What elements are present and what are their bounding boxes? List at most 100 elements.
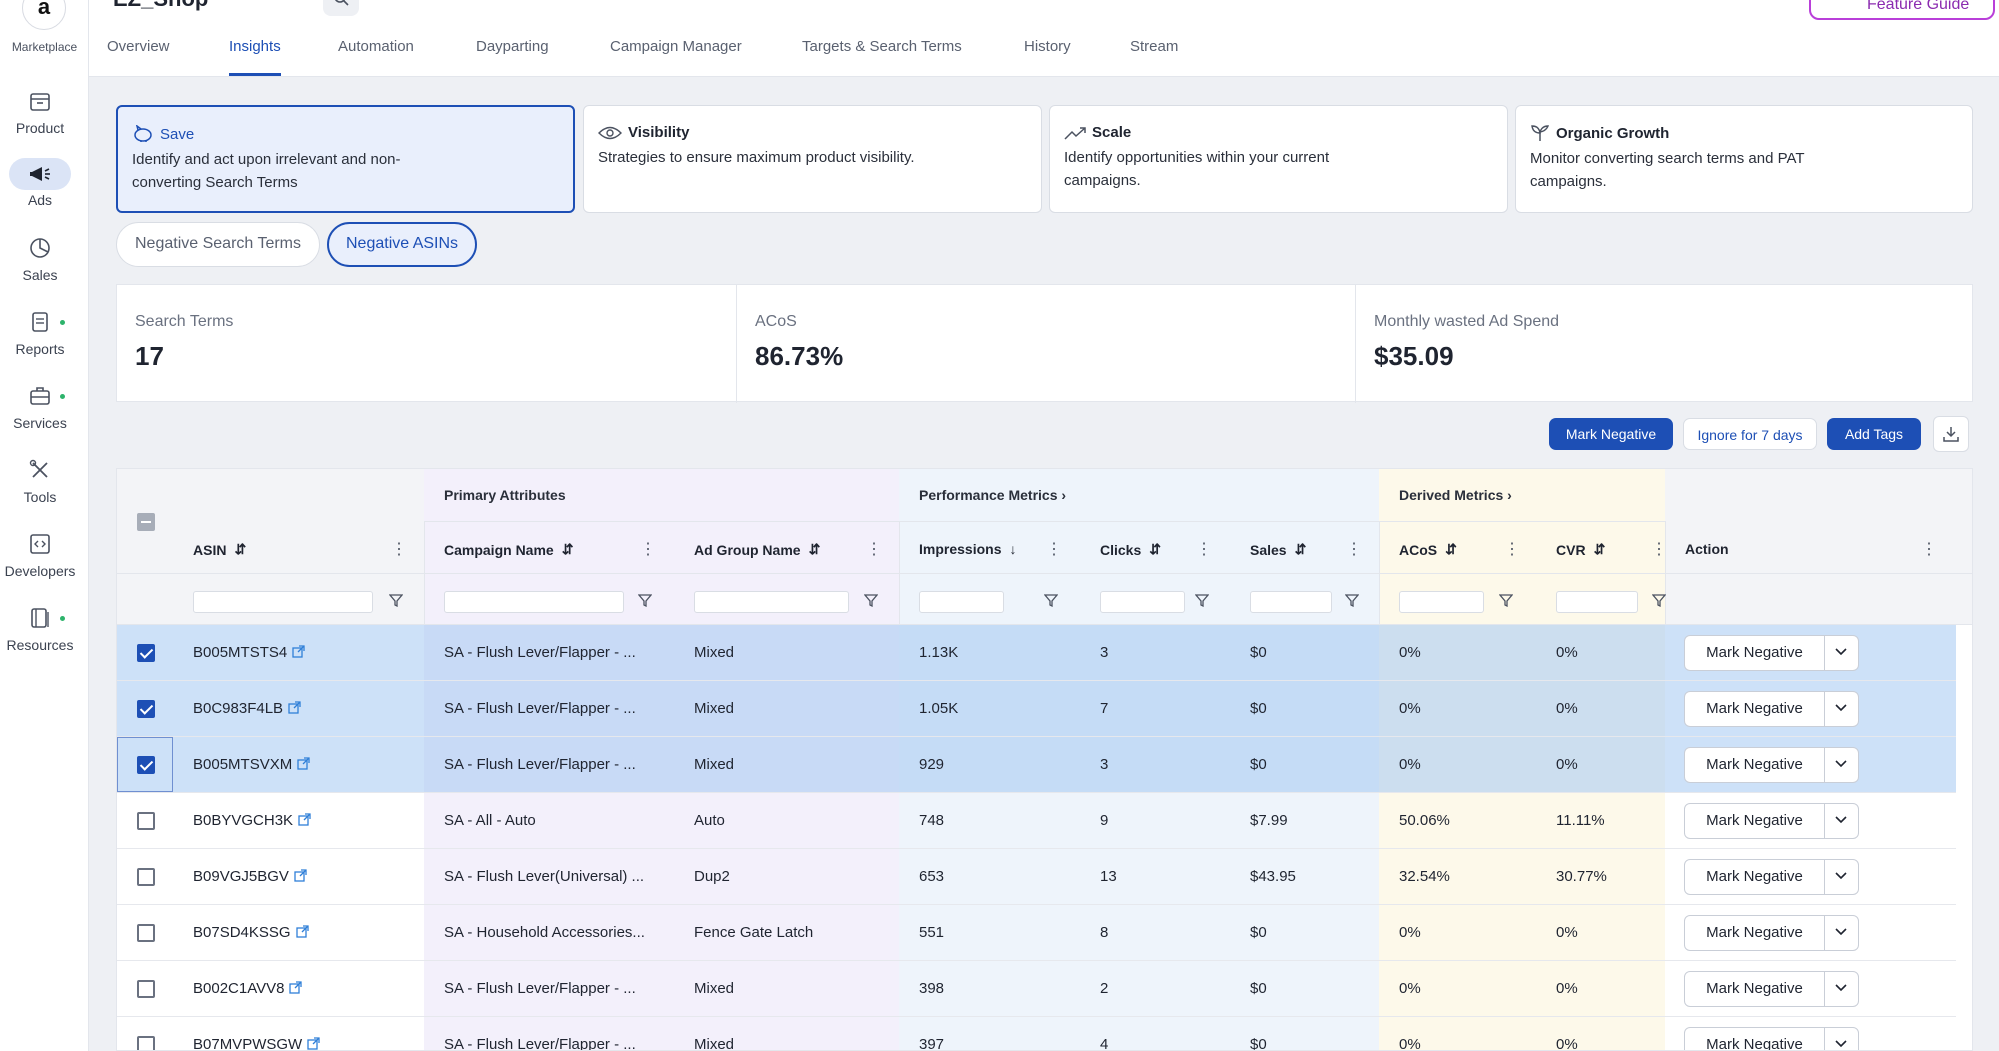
column-header-sales[interactable]: Sales ⇵	[1250, 541, 1306, 558]
asin-filter-input[interactable]	[193, 591, 373, 613]
column-menu-icon[interactable]: ⋮	[1921, 541, 1937, 558]
column-menu-icon[interactable]: ⋮	[1346, 541, 1362, 558]
column-header-campaign-name[interactable]: Campaign Name ⇵	[444, 541, 573, 558]
table-row[interactable]: B005MTSTS4 SA - Flush Lever/Flapper - ..…	[117, 625, 1956, 681]
row-checkbox[interactable]	[137, 812, 155, 830]
asin-link[interactable]: B0BYVGCH3K	[193, 812, 311, 829]
action-dropdown-toggle[interactable]	[1825, 916, 1858, 950]
column-menu-icon[interactable]: ⋮	[1504, 541, 1520, 558]
row-checkbox[interactable]	[137, 756, 155, 774]
action-dropdown-toggle[interactable]	[1825, 972, 1858, 1006]
sidebar-item-product[interactable]: Product	[0, 88, 80, 136]
filter-icon[interactable]	[1652, 593, 1666, 607]
mark-negative-row-button[interactable]: Mark Negative	[1685, 692, 1825, 726]
filter-icon[interactable]	[864, 593, 878, 607]
column-header-acos[interactable]: ACoS ⇵	[1399, 541, 1457, 558]
column-menu-icon[interactable]: ⋮	[1651, 541, 1667, 558]
acos-filter-input[interactable]	[1399, 591, 1484, 613]
row-checkbox[interactable]	[137, 924, 155, 942]
tab-negative-search-terms[interactable]: Negative Search Terms	[116, 222, 320, 267]
strategy-card-visibility[interactable]: Visibility Strategies to ensure maximum …	[583, 105, 1042, 213]
sidebar-item-resources[interactable]: Resources	[0, 605, 80, 653]
column-header-ad-group-name[interactable]: Ad Group Name ⇵	[694, 541, 820, 558]
sidebar-item-services[interactable]: Services	[0, 383, 80, 431]
marketplace-logo[interactable]: a	[22, 0, 66, 30]
sales-filter-input[interactable]	[1250, 591, 1332, 613]
sidebar-item-developers[interactable]: Developers	[0, 531, 80, 579]
tab-campaign-manager[interactable]: Campaign Manager	[610, 38, 742, 55]
row-checkbox[interactable]	[137, 868, 155, 886]
column-header-clicks[interactable]: Clicks ⇵	[1100, 541, 1161, 558]
action-dropdown-toggle[interactable]	[1825, 692, 1858, 726]
action-dropdown-toggle[interactable]	[1825, 804, 1858, 838]
row-checkbox[interactable]	[137, 1036, 155, 1050]
table-row[interactable]: B005MTSVXM SA - Flush Lever/Flapper - ..…	[117, 737, 1956, 793]
row-checkbox[interactable]	[137, 980, 155, 998]
mark-negative-row-button[interactable]: Mark Negative	[1685, 1028, 1825, 1050]
mark-negative-row-button[interactable]: Mark Negative	[1685, 860, 1825, 894]
table-row[interactable]: B0BYVGCH3K SA - All - Auto Auto 748 9 $7…	[117, 793, 1956, 849]
ignore-7-days-button[interactable]: Ignore for 7 days	[1683, 418, 1817, 450]
filter-icon[interactable]	[1345, 593, 1359, 607]
tab-insights[interactable]: Insights	[229, 38, 281, 76]
tab-dayparting[interactable]: Dayparting	[476, 38, 549, 55]
group-derived-metrics[interactable]: Derived Metrics ›	[1399, 487, 1512, 503]
filter-icon[interactable]	[638, 593, 652, 607]
filter-icon[interactable]	[389, 593, 403, 607]
mark-negative-row-button[interactable]: Mark Negative	[1685, 636, 1825, 670]
ad-group-filter-input[interactable]	[694, 591, 849, 613]
search-button[interactable]	[323, 0, 359, 16]
row-checkbox[interactable]	[137, 700, 155, 718]
feature-guide-button[interactable]: Feature Guide	[1809, 0, 1995, 20]
tab-targets-search-terms[interactable]: Targets & Search Terms	[802, 38, 962, 55]
table-row[interactable]: B07MVPWSGW SA - Flush Lever/Flapper - ..…	[117, 1017, 1956, 1050]
column-header-cvr[interactable]: CVR ⇵	[1556, 541, 1605, 558]
select-all-checkbox[interactable]	[137, 513, 155, 531]
row-checkbox[interactable]	[137, 644, 155, 662]
campaign-filter-input[interactable]	[444, 591, 624, 613]
add-tags-button[interactable]: Add Tags	[1827, 418, 1921, 450]
strategy-card-organic-growth[interactable]: Organic Growth Monitor converting search…	[1515, 105, 1973, 213]
table-row[interactable]: B002C1AVV8 SA - Flush Lever/Flapper - ..…	[117, 961, 1956, 1017]
clicks-filter-input[interactable]	[1100, 591, 1185, 613]
filter-icon[interactable]	[1499, 593, 1513, 607]
asin-link[interactable]: B005MTSVXM	[193, 756, 310, 773]
table-row[interactable]: B09VGJ5BGV SA - Flush Lever(Universal) .…	[117, 849, 1956, 905]
mark-negative-row-button[interactable]: Mark Negative	[1685, 804, 1825, 838]
asin-link[interactable]: B07SD4KSSG	[193, 924, 309, 941]
tab-automation[interactable]: Automation	[338, 38, 414, 55]
sidebar-item-reports[interactable]: Reports	[0, 309, 80, 357]
tab-overview[interactable]: Overview	[107, 38, 170, 55]
strategy-card-save[interactable]: Save Identify and act upon irrelevant an…	[116, 105, 575, 213]
asin-link[interactable]: B09VGJ5BGV	[193, 868, 307, 885]
action-dropdown-toggle[interactable]	[1825, 748, 1858, 782]
mark-negative-button[interactable]: Mark Negative	[1549, 418, 1673, 450]
table-row[interactable]: B07SD4KSSG SA - Household Accessories...…	[117, 905, 1956, 961]
table-row[interactable]: B0C983F4LB SA - Flush Lever/Flapper - ..…	[117, 681, 1956, 737]
column-header-impressions[interactable]: Impressions ↓	[919, 541, 1016, 557]
strategy-card-scale[interactable]: Scale Identify opportunities within your…	[1049, 105, 1508, 213]
sidebar-item-sales[interactable]: Sales	[0, 235, 80, 283]
column-header-asin[interactable]: ASIN ⇵	[193, 541, 246, 558]
asin-link[interactable]: B005MTSTS4	[193, 644, 305, 661]
column-menu-icon[interactable]: ⋮	[1046, 541, 1062, 558]
sidebar-item-tools[interactable]: Tools	[0, 457, 80, 505]
group-performance-metrics[interactable]: Performance Metrics ›	[919, 487, 1066, 503]
asin-link[interactable]: B07MVPWSGW	[193, 1036, 320, 1050]
filter-icon[interactable]	[1044, 593, 1058, 607]
tab-negative-asins[interactable]: Negative ASINs	[327, 222, 478, 267]
action-dropdown-toggle[interactable]	[1825, 636, 1858, 670]
tab-history[interactable]: History	[1024, 38, 1071, 55]
column-menu-icon[interactable]: ⋮	[1196, 541, 1212, 558]
mark-negative-row-button[interactable]: Mark Negative	[1685, 916, 1825, 950]
download-button[interactable]	[1933, 416, 1969, 452]
tab-stream[interactable]: Stream	[1130, 38, 1179, 55]
column-menu-icon[interactable]: ⋮	[640, 541, 656, 558]
impressions-filter-input[interactable]	[919, 591, 1004, 613]
filter-icon[interactable]	[1195, 593, 1209, 607]
action-dropdown-toggle[interactable]	[1825, 860, 1858, 894]
mark-negative-row-button[interactable]: Mark Negative	[1685, 748, 1825, 782]
column-menu-icon[interactable]: ⋮	[866, 541, 882, 558]
column-menu-icon[interactable]: ⋮	[391, 541, 407, 558]
asin-link[interactable]: B0C983F4LB	[193, 700, 301, 717]
